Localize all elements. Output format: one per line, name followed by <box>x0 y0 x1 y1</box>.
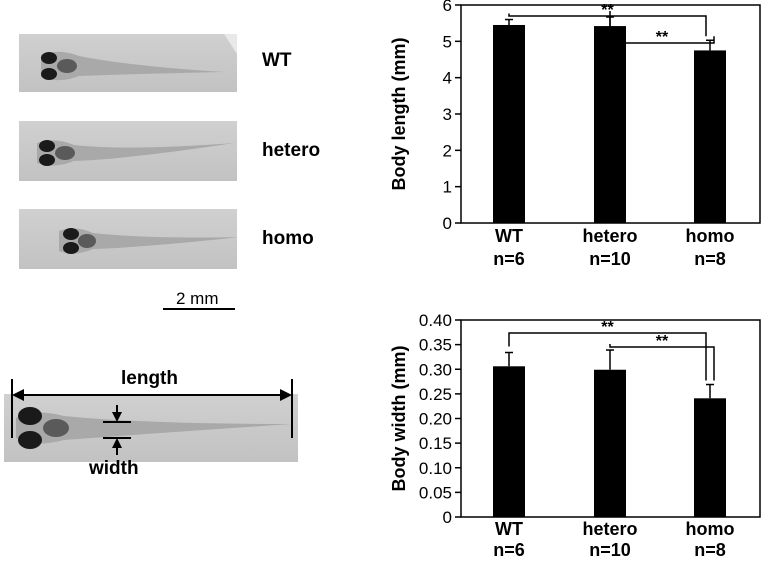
genotype-label-homo: homo <box>262 228 314 249</box>
chart2-n-label: n=10 <box>589 540 631 560</box>
chart1-bar-WT <box>493 24 525 223</box>
chart2-y-tick-label: 0.05 <box>419 483 452 502</box>
width-label: width <box>89 458 139 479</box>
length-label: length <box>121 368 178 389</box>
chart1-n-label: n=8 <box>694 249 726 269</box>
chart2-n-label: n=6 <box>493 540 525 560</box>
larva-photo-wt <box>19 34 237 92</box>
genotype-label-hetero: hetero <box>262 140 321 161</box>
chart2-x-tick-label: hetero <box>582 519 637 539</box>
chart1-y-tick-label: 6 <box>443 0 452 15</box>
chart2-y-tick-label: 0.35 <box>419 336 452 355</box>
chart1-y-axis-label: Body length (mm) <box>389 38 409 191</box>
chart2-bar-WT <box>493 366 525 517</box>
chart2-y-tick-label: 0.10 <box>419 459 452 478</box>
chart2-y-tick-label: 0.30 <box>419 360 452 379</box>
chart1-x-tick-label: homo <box>686 226 735 246</box>
chart2-bar-hetero <box>594 369 626 517</box>
chart1-y-tick-label: 3 <box>443 105 452 124</box>
chart1-significance-bracket <box>508 13 707 37</box>
larva-photo-hetero <box>19 121 237 181</box>
chart1-bar-homo <box>694 50 726 223</box>
chart2-y-tick-label: 0.15 <box>419 434 452 453</box>
chart2-bar-homo <box>694 398 726 517</box>
chart2-significance-bracket <box>508 332 707 381</box>
chart2-y-axis-label: Body width (mm) <box>389 346 409 492</box>
chart1-n-label: n=6 <box>493 249 525 269</box>
chart1-bar-hetero <box>594 26 626 223</box>
larva-photo-homo <box>19 209 237 269</box>
chart2-significance-label: ** <box>601 319 614 336</box>
chart2-x-tick-label: homo <box>686 519 735 539</box>
chart2-n-label: n=8 <box>694 540 726 560</box>
scale-bar <box>163 308 235 310</box>
measurement-photo <box>4 394 298 462</box>
chart2-significance-bracket <box>609 344 715 381</box>
chart1-y-tick-label: 0 <box>443 214 452 233</box>
chart1-x-tick-label: hetero <box>582 226 637 246</box>
genotype-label-wt: WT <box>262 50 292 71</box>
chart2-x-tick-label: WT <box>495 519 523 539</box>
chart2-y-tick-label: 0.40 <box>419 311 452 330</box>
scale-bar-label: 2 mm <box>176 289 219 308</box>
chart1-y-tick-label: 5 <box>443 32 452 51</box>
chart1-y-tick-label: 4 <box>443 69 452 88</box>
chart1-y-tick-label: 1 <box>443 178 452 197</box>
chart2-y-tick-label: 0.20 <box>419 410 452 429</box>
chart1-n-label: n=10 <box>589 249 631 269</box>
chart2-y-tick-label: 0.25 <box>419 385 452 404</box>
chart2-significance-label: ** <box>656 333 669 350</box>
chart1-significance-label: ** <box>656 29 669 46</box>
chart1-x-tick-label: WT <box>495 226 523 246</box>
chart2-y-tick-label: 0 <box>443 508 452 527</box>
chart1-significance-label: ** <box>601 2 614 19</box>
chart1-y-tick-label: 2 <box>443 141 452 160</box>
chart1-significance-bracket <box>609 10 715 44</box>
